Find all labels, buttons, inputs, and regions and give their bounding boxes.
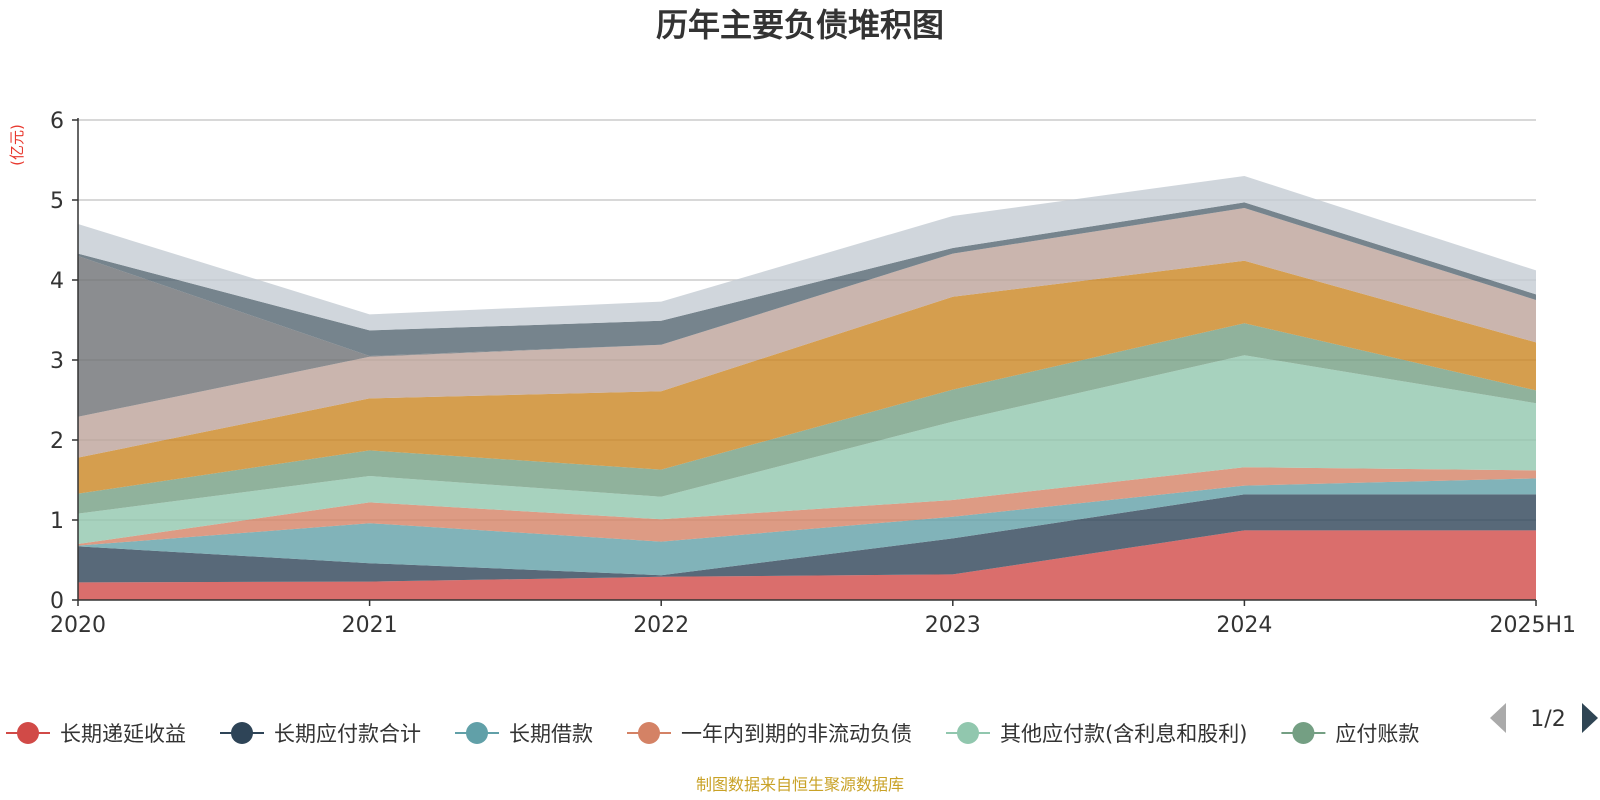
- legend-pager: 1/2: [1490, 703, 1598, 733]
- area-series-8: [78, 208, 1536, 458]
- area-series-3: [78, 478, 1536, 576]
- legend-item-2[interactable]: 长期应付款合计: [220, 722, 421, 746]
- legend-marker-icon: [466, 722, 488, 744]
- legend-page-indicator: 1/2: [1530, 707, 1565, 732]
- legend-prev-page-icon[interactable]: [1490, 703, 1506, 733]
- axes: 0 1 2 3 4 5 6 2020 2021 2022 2023 2024 2025H1: [50, 109, 1576, 638]
- y-tick-label: 5: [50, 189, 64, 214]
- legend-label: 其他应付款(含利息和股利): [1000, 722, 1247, 746]
- y-tick-label: 0: [50, 589, 64, 614]
- area-series-6: [78, 323, 1536, 514]
- legend-item-5[interactable]: 其他应付款(含利息和股利): [946, 722, 1247, 746]
- legend-item-6[interactable]: 应付账款: [1281, 722, 1419, 746]
- legend-label: 长期应付款合计: [274, 722, 421, 746]
- chart-title: 历年主要负债堆积图: [656, 6, 944, 44]
- area-series-1: [78, 530, 1536, 600]
- legend-next-page-icon[interactable]: [1582, 703, 1598, 733]
- area-series-7: [78, 260, 1536, 494]
- legend-marker-icon: [638, 722, 660, 744]
- legend-marker-icon: [231, 722, 253, 744]
- x-tick-label: 2024: [1216, 613, 1272, 638]
- y-tick-label: 6: [50, 109, 64, 134]
- legend-marker-icon: [957, 722, 979, 744]
- legend-label: 长期递延收益: [60, 722, 186, 746]
- source-note: 制图数据来自恒生聚源数据库: [696, 775, 904, 794]
- area-series-2: [78, 494, 1536, 583]
- legend-marker-icon: [1292, 722, 1315, 744]
- stacked-areas: [78, 176, 1536, 600]
- y-tick-label: 1: [50, 509, 64, 534]
- x-tick-label: 2021: [342, 613, 398, 638]
- y-tick-label: 3: [50, 349, 64, 374]
- legend: 长期递延收益 长期应付款合计 长期借款 一年内到期的非流动负债 其他应付款(含利息和股利…: [6, 722, 1419, 746]
- legend-label: 应付账款: [1335, 722, 1419, 746]
- legend-label: 长期借款: [509, 722, 593, 746]
- area-series-5: [78, 355, 1536, 544]
- legend-item-1[interactable]: 长期递延收益: [6, 722, 186, 746]
- legend-item-4[interactable]: 一年内到期的非流动负债: [627, 722, 912, 746]
- legend-label: 一年内到期的非流动负债: [681, 722, 912, 746]
- x-tick-label: 2023: [925, 613, 981, 638]
- y-tick-label: 4: [50, 269, 64, 294]
- x-tick-label: 2022: [633, 613, 689, 638]
- y-axis-unit-label: (亿元): [8, 124, 26, 166]
- x-tick-label: 2020: [50, 613, 106, 638]
- x-tick-label: 2025H1: [1489, 613, 1576, 638]
- legend-marker-icon: [17, 722, 39, 744]
- legend-item-3[interactable]: 长期借款: [455, 722, 593, 746]
- y-tick-label: 2: [50, 429, 64, 454]
- area-series-4: [78, 467, 1536, 546]
